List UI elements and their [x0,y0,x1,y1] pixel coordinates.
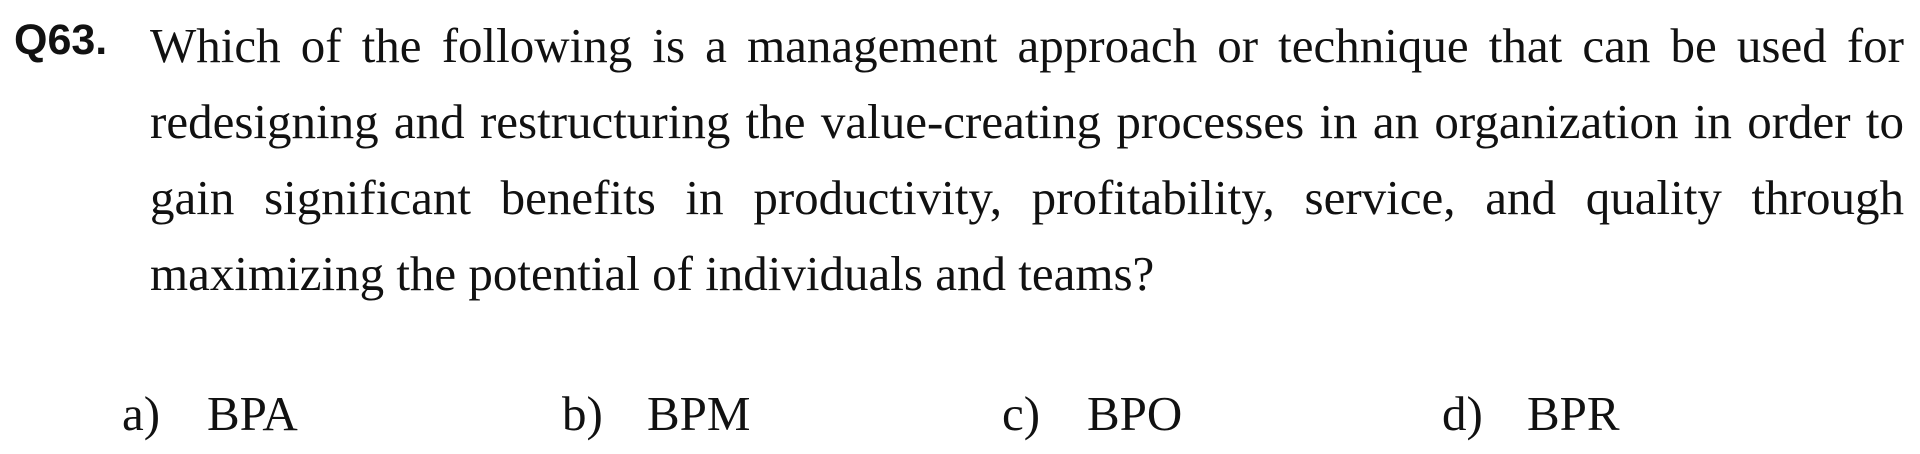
option-c: c) BPO [1002,376,1182,452]
option-b-label: b) [562,386,603,441]
answer-options: a) BPA b) BPM c) BPO d) BPR [122,376,1882,452]
option-c-label: c) [1002,386,1041,441]
question-number: Q63. [14,16,108,64]
option-a-text: BPA [207,386,298,441]
option-d-text: BPR [1527,386,1620,441]
option-a-label: a) [122,386,161,441]
option-b-text: BPM [647,386,751,441]
option-d-label: d) [1442,386,1483,441]
option-c-text: BPO [1087,386,1183,441]
option-b: b) BPM [562,376,751,452]
option-d: d) BPR [1442,376,1620,452]
question-text: Which of the following is a management a… [150,18,1904,301]
option-a: a) BPA [122,376,298,452]
